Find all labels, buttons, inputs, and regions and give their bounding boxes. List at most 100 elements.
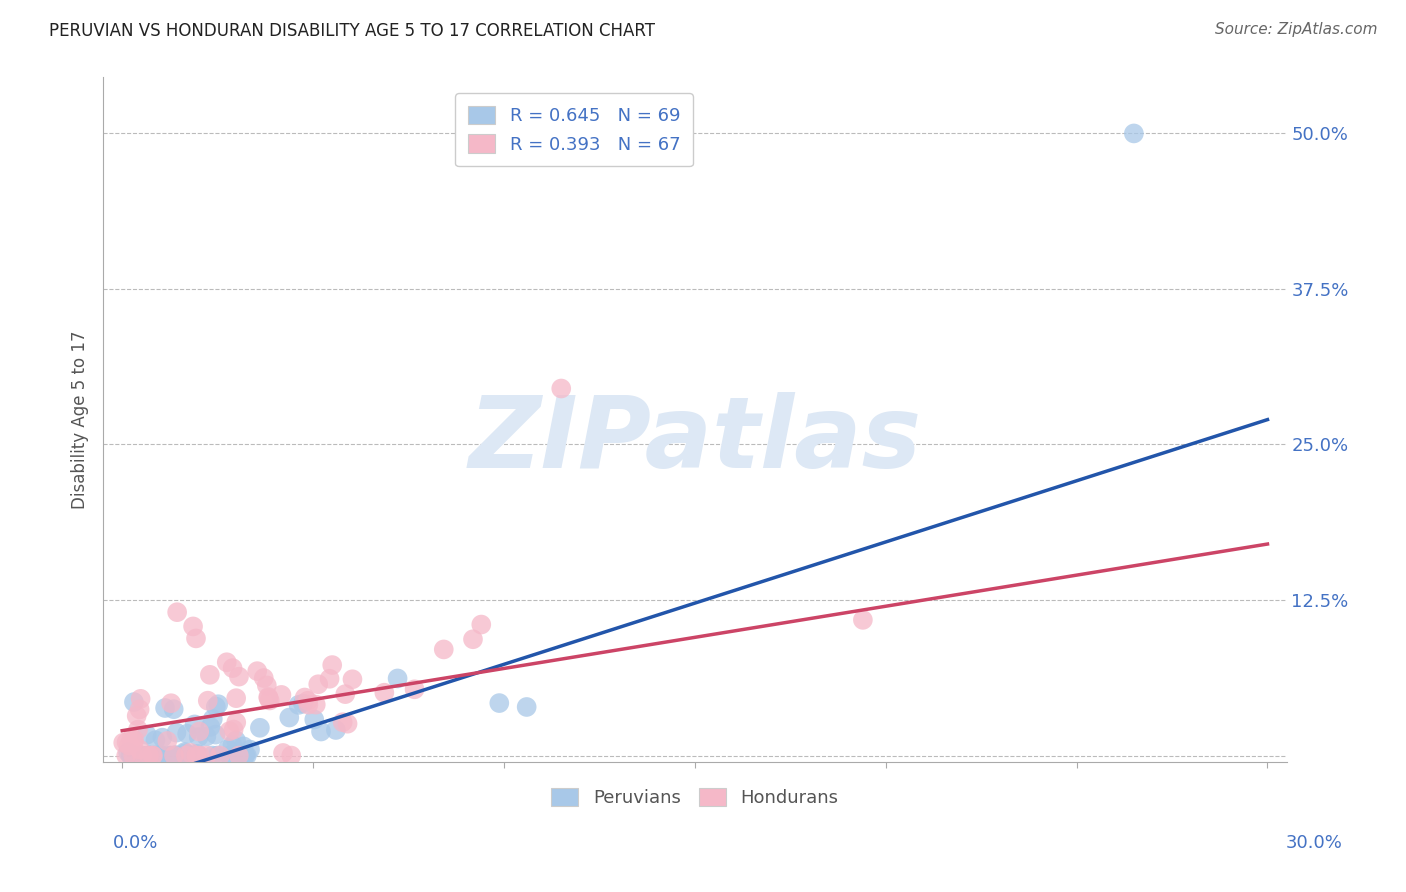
Point [550, 382, 572, 396]
Point [138, 748, 160, 763]
Point [195, 748, 218, 763]
Text: 0.0%: 0.0% [112, 834, 157, 852]
Point [162, 748, 184, 763]
Point [174, 748, 197, 763]
Point [129, 691, 152, 706]
Point [115, 735, 138, 749]
Point [221, 738, 243, 752]
Point [1122, 127, 1144, 141]
Point [204, 699, 226, 714]
Point [188, 724, 211, 739]
Point [257, 690, 280, 704]
Point [146, 748, 169, 763]
Legend: Peruvians, Hondurans: Peruvians, Hondurans [544, 780, 845, 814]
Point [163, 748, 186, 763]
Point [150, 731, 173, 745]
Point [470, 617, 492, 632]
Point [294, 690, 316, 705]
Point [122, 732, 145, 747]
Point [117, 746, 139, 760]
Point [291, 697, 314, 711]
Point [156, 734, 179, 748]
Point [232, 739, 254, 754]
Point [166, 605, 188, 619]
Point [127, 723, 149, 737]
Point [176, 727, 198, 741]
Point [461, 632, 484, 647]
Point [233, 748, 256, 763]
Point [228, 748, 250, 763]
Point [181, 619, 204, 633]
Point [387, 672, 409, 686]
Point [207, 697, 229, 711]
Point [173, 745, 195, 759]
Point [280, 748, 302, 763]
Point [249, 721, 271, 735]
Point [195, 730, 218, 744]
Point [120, 731, 142, 746]
Point [297, 698, 319, 712]
Point [163, 748, 186, 763]
Point [181, 748, 204, 763]
Text: 30.0%: 30.0% [1286, 834, 1343, 852]
Point [118, 739, 141, 753]
Point [278, 710, 301, 724]
Point [187, 730, 209, 744]
Point [852, 613, 875, 627]
Point [129, 748, 152, 763]
Point [136, 748, 159, 763]
Point [183, 748, 205, 763]
Point [215, 655, 238, 669]
Point [321, 658, 343, 673]
Point [271, 746, 294, 760]
Point [221, 661, 243, 675]
Point [153, 701, 176, 715]
Point [207, 748, 229, 763]
Point [201, 712, 224, 726]
Point [124, 748, 146, 763]
Point [122, 735, 145, 749]
Point [141, 748, 163, 763]
Point [125, 709, 148, 723]
Point [201, 748, 224, 763]
Point [165, 748, 187, 763]
Point [160, 696, 183, 710]
Point [163, 702, 186, 716]
Point [131, 748, 153, 763]
Point [186, 748, 208, 763]
Point [225, 715, 247, 730]
Point [115, 748, 138, 763]
Point [218, 724, 240, 739]
Point [204, 728, 226, 742]
Point [179, 748, 201, 763]
Y-axis label: Disability Age 5 to 17: Disability Age 5 to 17 [72, 330, 89, 508]
Point [256, 678, 278, 692]
Point [225, 691, 247, 706]
Point [309, 724, 332, 739]
Point [128, 702, 150, 716]
Point [150, 748, 173, 763]
Point [197, 694, 219, 708]
Point [342, 673, 364, 687]
Point [138, 748, 160, 763]
Point [148, 748, 170, 763]
Point [174, 746, 197, 760]
Point [128, 742, 150, 756]
Point [318, 672, 340, 686]
Point [335, 687, 357, 701]
Point [188, 748, 211, 763]
Point [120, 748, 142, 763]
Point [165, 748, 187, 763]
Text: Source: ZipAtlas.com: Source: ZipAtlas.com [1215, 22, 1378, 37]
Point [404, 682, 426, 697]
Point [145, 733, 167, 747]
Point [165, 748, 187, 763]
Point [200, 720, 222, 734]
Point [159, 748, 181, 763]
Text: ZIPatlas: ZIPatlas [468, 392, 921, 489]
Point [184, 632, 207, 646]
Point [239, 742, 262, 756]
Point [287, 698, 309, 712]
Point [120, 748, 142, 763]
Point [142, 748, 165, 763]
